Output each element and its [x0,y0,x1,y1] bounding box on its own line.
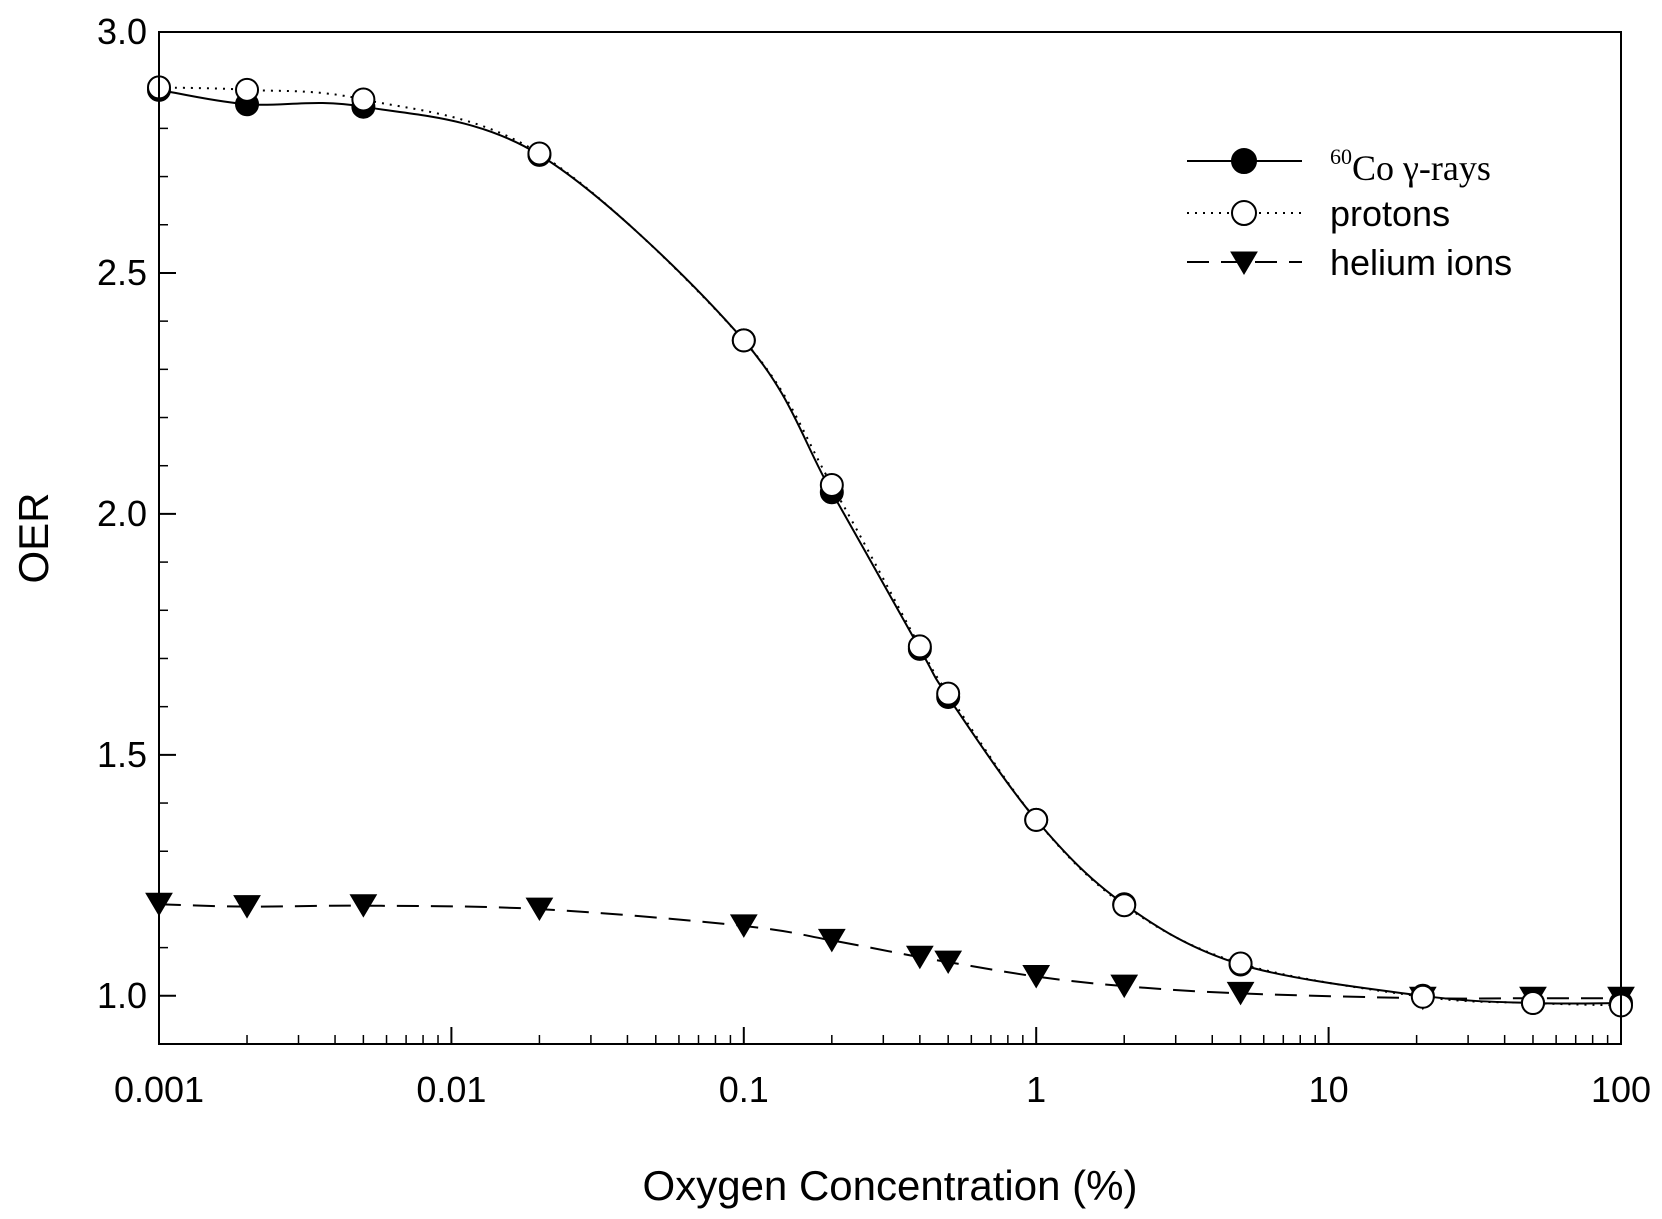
data-point-protons [1024,807,1049,832]
x-tick-label: 10 [1309,1069,1349,1110]
x-tick-label: 0.01 [416,1069,486,1110]
data-point-helium [1022,965,1051,989]
data-point-protons [907,634,932,659]
legend-label-protons: protons [1330,193,1450,234]
x-tick-label: 0.1 [719,1069,769,1110]
x-tick-label: 100 [1591,1069,1651,1110]
y-tick-labels: 1.0 1.5 2.0 2.5 3.0 [97,11,147,1016]
data-point-helium [525,897,554,922]
y-tick-label: 2.0 [97,493,147,534]
data-point-helium [1110,974,1139,999]
series-line-helium-ions [158,903,1621,1000]
data-point-protons [1520,991,1545,1016]
legend-marker-helium [1230,251,1258,275]
legend-label-helium: helium ions [1330,242,1512,283]
data-point-protons [351,87,376,112]
legend-superscript-cobalt: 60 [1330,144,1352,169]
data-point-protons [527,141,552,166]
x-tick-label: 1 [1026,1069,1046,1110]
legend: 60Co γ-rays protons helium ions [1187,144,1512,283]
data-point-protons [1228,951,1253,976]
data-point-protons [1112,893,1137,918]
x-tick-label: 0.001 [114,1069,204,1110]
y-tick-label: 3.0 [97,11,147,52]
legend-text-cobalt: Co γ-rays [1352,148,1491,188]
data-point-helium [349,894,378,918]
plot-frame [158,31,1622,1045]
data-point-helium [1226,981,1255,1006]
x-tick-labels: 0.001 0.01 0.1 1 10 100 [114,1069,1651,1110]
legend-marker-protons [1231,200,1257,226]
y-axis-title: OER [10,492,57,583]
data-point-helium [905,945,934,970]
data-point-helium [934,950,963,975]
minor-ticks [159,79,1609,1045]
y-tick-label: 2.5 [97,252,147,293]
data-point-protons [235,77,260,102]
y-tick-label: 1.5 [97,734,147,775]
data-point-protons [819,472,844,497]
data-point-helium [233,895,261,919]
data-point-helium [817,928,846,953]
y-tick-label: 1.0 [97,975,147,1016]
x-axis-title: Oxygen Concentration (%) [643,1162,1138,1209]
data-point-protons [1410,984,1435,1009]
series-markers [145,75,1635,1018]
data-point-helium [729,914,758,938]
data-point-protons [936,681,961,706]
data-point-protons [731,328,756,353]
legend-label-cobalt: 60Co γ-rays [1330,144,1491,188]
legend-marker-cobalt [1231,148,1257,174]
